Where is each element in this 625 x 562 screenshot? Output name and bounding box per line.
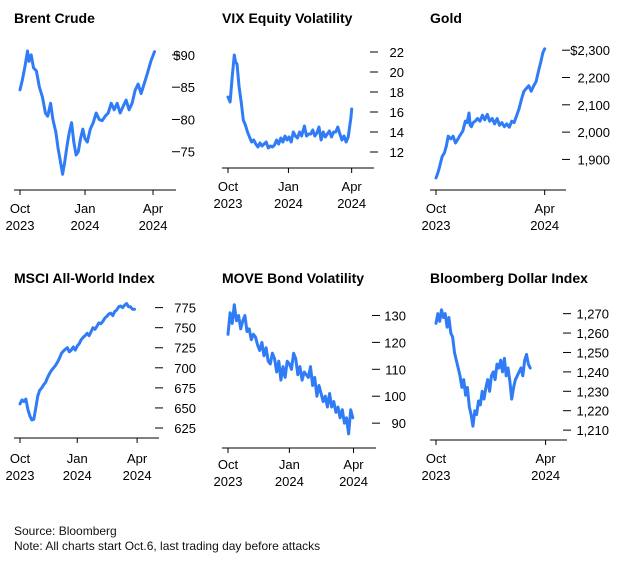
y-tick-label: 16 bbox=[390, 105, 404, 120]
x-tick-label: 2024 bbox=[337, 196, 366, 211]
footnote: Note: All charts start Oct.6, last tradi… bbox=[14, 539, 321, 553]
x-tick-label: 2023 bbox=[6, 218, 35, 233]
series-line bbox=[226, 53, 354, 150]
y-tick-label: 2,000 bbox=[577, 125, 610, 140]
x-tick-label: 2024 bbox=[63, 468, 92, 483]
x-tick-label: 2023 bbox=[6, 468, 35, 483]
chart-panel-gold: Gold Oct 2023 Apr 2024 $2,300 2,200 2,100 2,000 1… bbox=[422, 10, 610, 233]
x-tick-label: Oct bbox=[426, 451, 447, 466]
x-tick-label: Jan bbox=[67, 451, 88, 466]
x-tick-label: Apr bbox=[535, 451, 556, 466]
y-tick-label: $2,300 bbox=[570, 43, 610, 58]
y-tick-label: 85 bbox=[181, 80, 195, 95]
y-tick-label: 100 bbox=[384, 389, 406, 404]
x-tick-label: 2024 bbox=[530, 218, 559, 233]
y-tick-label: 20 bbox=[390, 65, 404, 80]
x-tick-label: Oct bbox=[218, 457, 239, 472]
series-line bbox=[434, 47, 547, 180]
chart-title: VIX Equity Volatility bbox=[222, 10, 353, 26]
y-tick-label: 80 bbox=[181, 112, 195, 127]
x-tick-label: Oct bbox=[10, 451, 31, 466]
y-tick-label: 75 bbox=[181, 145, 195, 160]
x-tick-label: Apr bbox=[535, 201, 556, 216]
x-tick-label: Jan bbox=[279, 457, 300, 472]
x-tick-label: Apr bbox=[342, 179, 363, 194]
chart-panel-dollar-index: Bloomberg Dollar Index Oct 2023 Apr 2024 1,27… bbox=[422, 270, 609, 483]
y-tick-label: 2,200 bbox=[577, 71, 610, 86]
x-tick-label: Jan bbox=[278, 179, 299, 194]
x-tick-label: 2023 bbox=[422, 218, 451, 233]
y-tick-label: 18 bbox=[390, 85, 404, 100]
chart-title: MSCI All-World Index bbox=[14, 270, 155, 286]
y-tick-label: $90 bbox=[173, 48, 195, 63]
x-tick-label: 2024 bbox=[275, 474, 304, 489]
chart-panel-vix: VIX Equity Volatility Oct 2023 Jan 2024 Apr 20… bbox=[214, 10, 404, 211]
x-tick-label: 2024 bbox=[339, 474, 368, 489]
chart-footer: Source: Bloomberg Note: All charts start… bbox=[14, 524, 320, 554]
y-tick-label: 675 bbox=[174, 381, 196, 396]
x-tick-label: 2024 bbox=[123, 468, 152, 483]
y-tick-label: 1,250 bbox=[576, 345, 609, 360]
y-tick-label: 1,230 bbox=[576, 384, 609, 399]
y-tick-label: 1,240 bbox=[576, 365, 609, 380]
y-tick-label: 12 bbox=[390, 145, 404, 160]
y-tick-label: 750 bbox=[174, 321, 196, 336]
y-tick-label: 700 bbox=[174, 361, 196, 376]
y-tick-label: 130 bbox=[384, 308, 406, 323]
x-tick-label: Apr bbox=[127, 451, 148, 466]
chart-panel-msci-world: MSCI All-World Index Oct 2023 Jan 2024 Apr 202… bbox=[6, 270, 196, 483]
y-tick-label: 1,900 bbox=[577, 152, 610, 167]
y-tick-label: 1,270 bbox=[576, 307, 609, 322]
x-tick-label: Apr bbox=[143, 201, 164, 216]
y-tick-label: 725 bbox=[174, 341, 196, 356]
y-tick-label: 1,260 bbox=[576, 326, 609, 341]
x-tick-label: Apr bbox=[343, 457, 364, 472]
x-tick-label: Oct bbox=[10, 201, 31, 216]
chart-panel-brent-crude: Brent Crude Oct 2023 Jan 2024 Apr 2024 $90 85 80 7… bbox=[6, 10, 195, 233]
series-line bbox=[434, 308, 532, 428]
x-tick-label: 2024 bbox=[274, 196, 303, 211]
x-tick-label: 2024 bbox=[531, 468, 560, 483]
chart-title: MOVE Bond Volatility bbox=[222, 270, 364, 286]
x-tick-label: Oct bbox=[426, 201, 447, 216]
y-tick-label: 775 bbox=[174, 301, 196, 316]
series-line bbox=[18, 302, 136, 422]
chart-panel-move: MOVE Bond Volatility Oct 2023 Jan 2024 Apr 202… bbox=[214, 270, 406, 489]
y-tick-label: 2,100 bbox=[577, 98, 610, 113]
y-tick-label: 90 bbox=[392, 416, 406, 431]
chart-title: Gold bbox=[430, 10, 462, 26]
series-line bbox=[226, 303, 355, 436]
y-tick-label: 625 bbox=[174, 421, 196, 436]
x-tick-label: 2023 bbox=[422, 468, 451, 483]
y-tick-label: 1,220 bbox=[576, 404, 609, 419]
series-line bbox=[18, 49, 156, 176]
x-tick-label: 2023 bbox=[214, 474, 243, 489]
x-tick-label: 2023 bbox=[214, 196, 243, 211]
x-tick-label: 2024 bbox=[71, 218, 100, 233]
y-tick-label: 1,210 bbox=[576, 423, 609, 438]
y-tick-label: 22 bbox=[390, 45, 404, 60]
x-tick-label: Oct bbox=[218, 179, 239, 194]
x-tick-label: Jan bbox=[75, 201, 96, 216]
y-tick-label: 120 bbox=[384, 335, 406, 350]
y-tick-label: 14 bbox=[390, 125, 404, 140]
chart-title: Bloomberg Dollar Index bbox=[430, 270, 588, 286]
y-tick-label: 110 bbox=[385, 362, 406, 377]
y-tick-label: 650 bbox=[174, 401, 196, 416]
x-tick-label: 2024 bbox=[139, 218, 168, 233]
chart-title: Brent Crude bbox=[14, 10, 95, 26]
source-note: Source: Bloomberg bbox=[14, 524, 117, 538]
